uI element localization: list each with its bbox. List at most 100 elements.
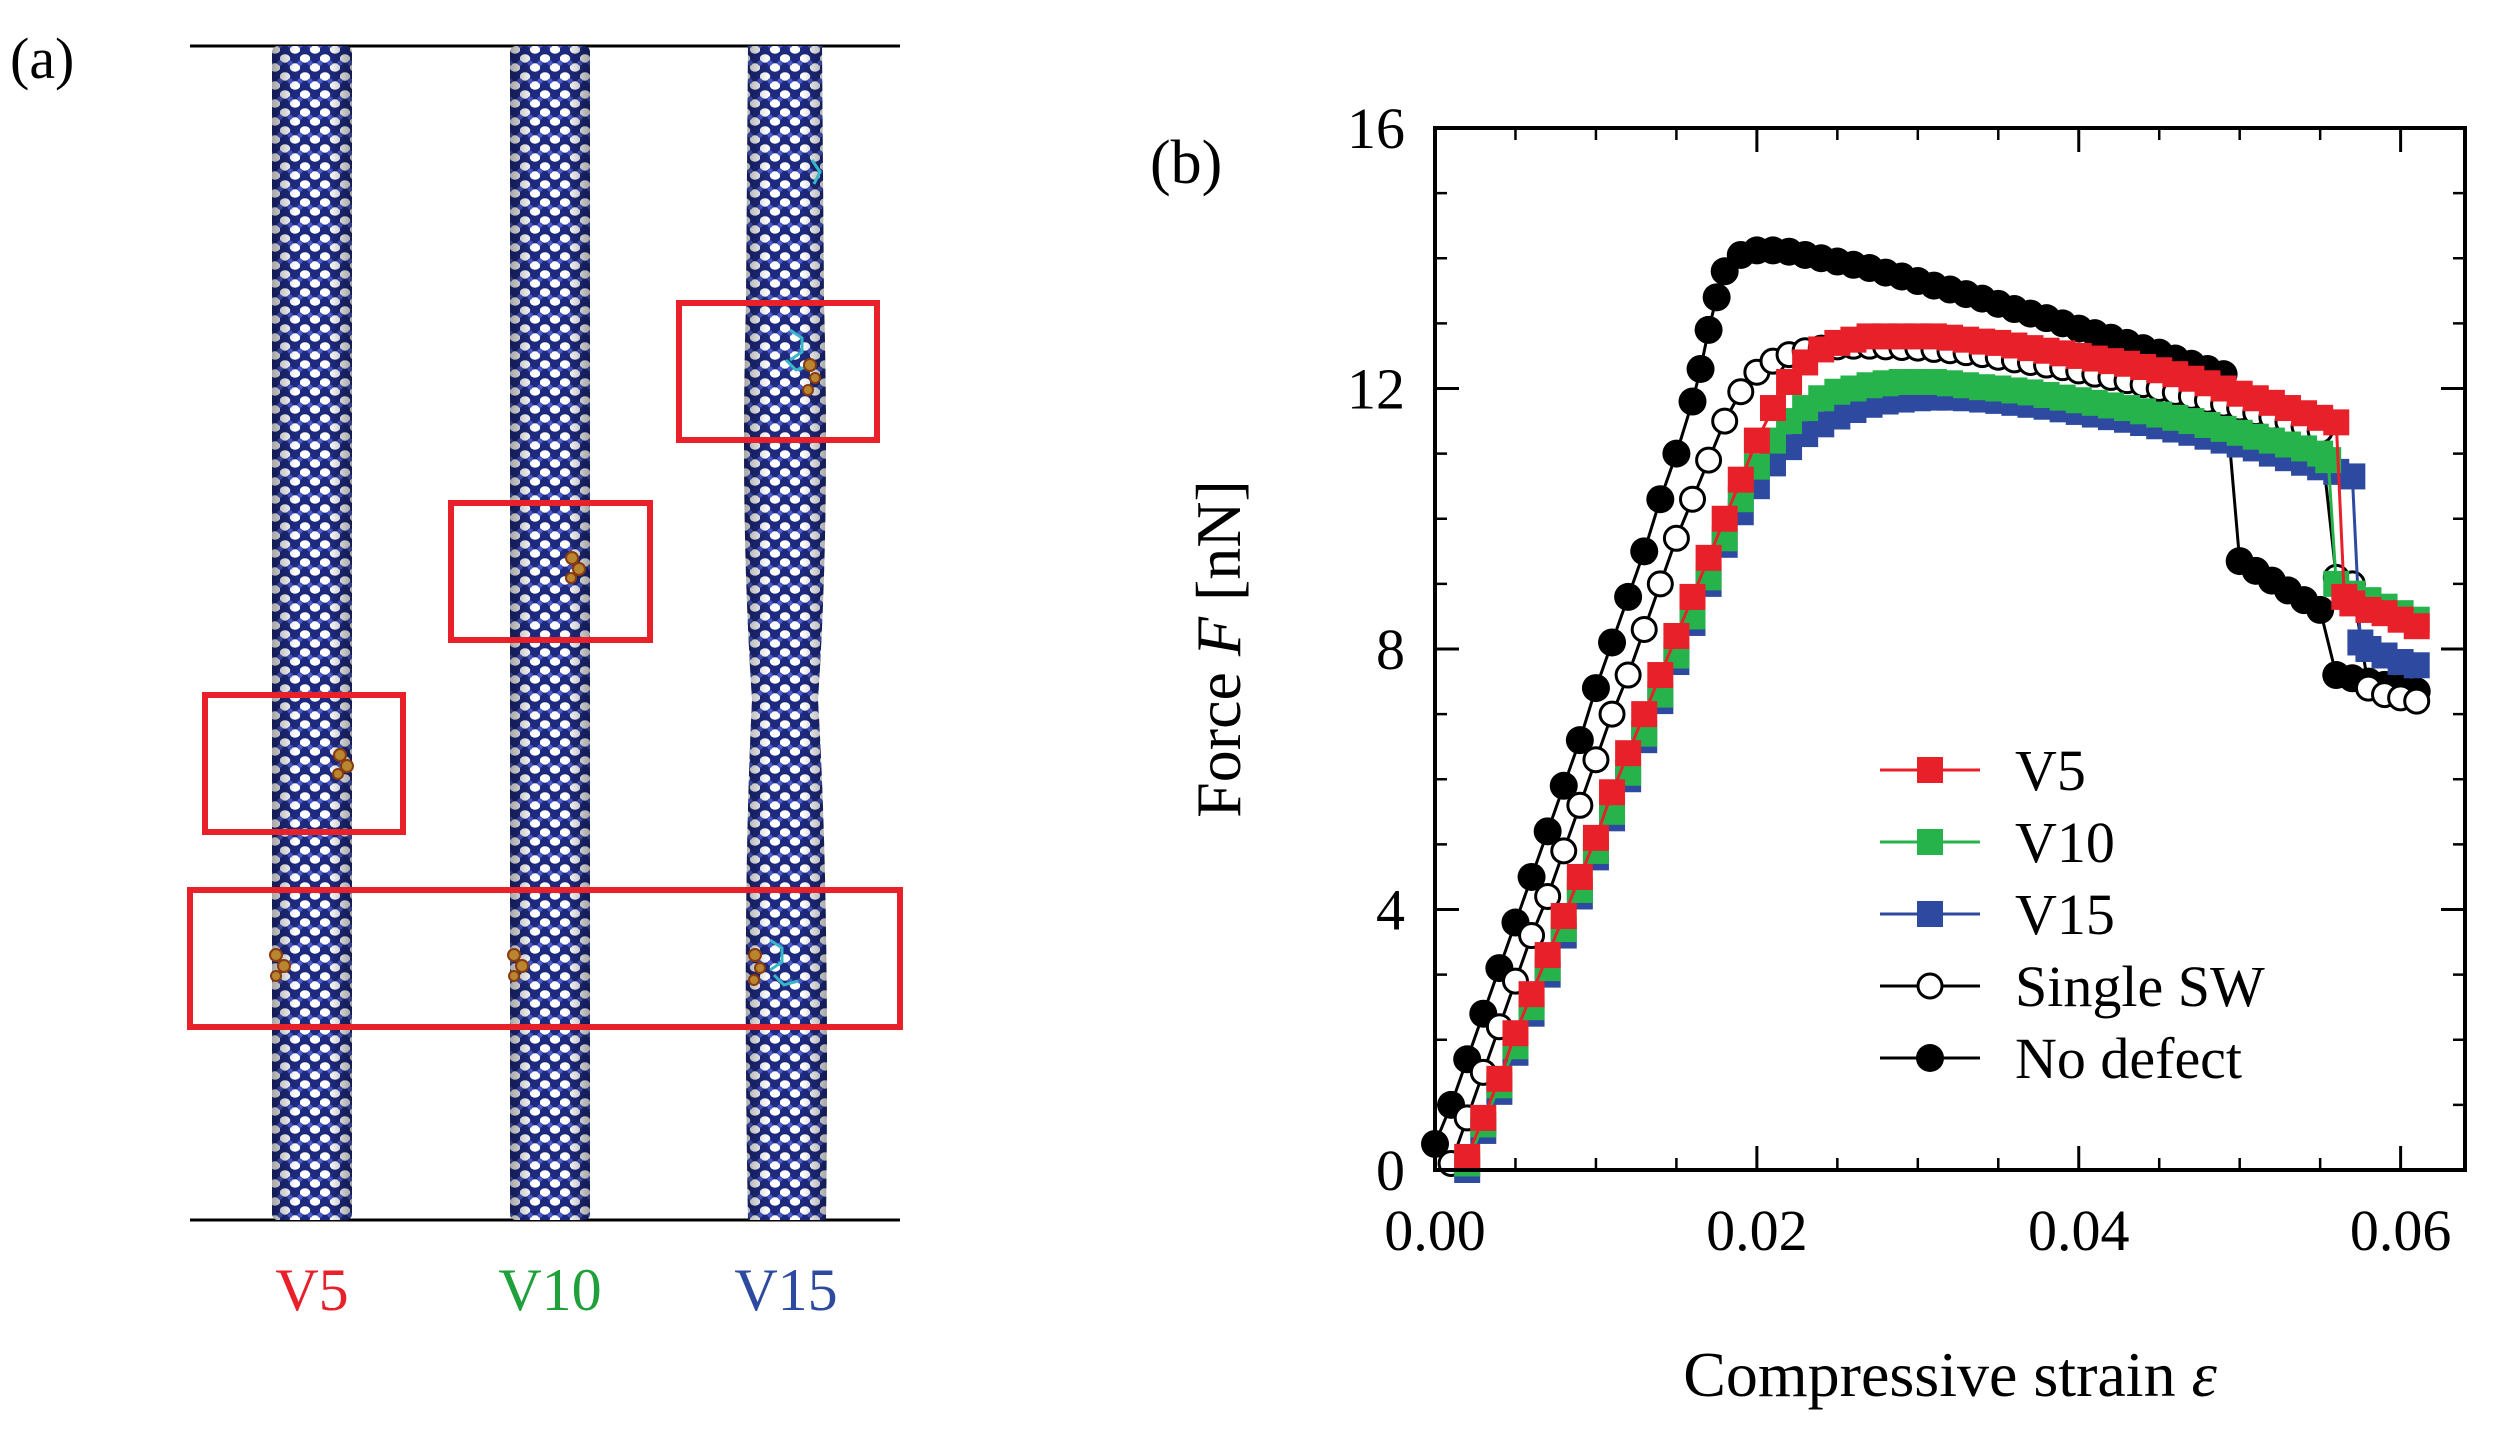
highlight-box-common bbox=[187, 887, 903, 1030]
legend-marker bbox=[1917, 757, 1943, 783]
defect-v10-lower bbox=[507, 948, 529, 982]
legend-label: V15 bbox=[2015, 882, 2115, 947]
x-tick-label: 0.04 bbox=[2028, 1198, 2130, 1263]
defect-v15-upper bbox=[802, 358, 821, 396]
data-point-single-sw bbox=[1614, 661, 1642, 689]
highlight-box-v5 bbox=[202, 692, 406, 835]
data-point-v5 bbox=[1631, 701, 1658, 728]
x-axis-label-symbol: ε bbox=[2192, 1339, 2218, 1410]
defect-v15-lower bbox=[748, 948, 766, 986]
panel-b-chart: (b) 0.00 0.02 0.04 0.06 0 4 8 12 16 Compressive … bbox=[1150, 96, 2467, 1410]
data-point-single-sw bbox=[1695, 446, 1723, 474]
y-axis-label-text: Force bbox=[1183, 656, 1254, 818]
data-point-no-defect bbox=[1598, 628, 1627, 657]
defect-v5-lower bbox=[269, 948, 291, 982]
data-point-single-sw bbox=[1518, 922, 1546, 950]
data-point-v5 bbox=[1534, 942, 1561, 969]
data-point-v5 bbox=[1486, 1065, 1513, 1092]
nanotube-v5 bbox=[269, 46, 354, 1220]
data-point-single-sw bbox=[1550, 837, 1578, 865]
x-axis-label: Compressive strain ε bbox=[1683, 1339, 2217, 1410]
data-point-no-defect bbox=[1549, 771, 1578, 800]
data-point-v5 bbox=[1647, 662, 1674, 689]
x-tick-label: 0.06 bbox=[2350, 1198, 2452, 1263]
legend-label: Single SW bbox=[2015, 954, 2265, 1019]
data-point-single-sw bbox=[1566, 791, 1594, 819]
data-point-no-defect bbox=[1630, 537, 1659, 566]
data-point-v5 bbox=[1727, 466, 1754, 493]
data-point-no-defect bbox=[1517, 862, 1546, 891]
data-point-no-defect bbox=[1565, 726, 1594, 755]
y-axis-label-unit: [nN] bbox=[1183, 480, 1254, 617]
data-point-single-sw bbox=[1727, 378, 1755, 406]
legend-item-single-sw: Single SW bbox=[1880, 954, 2265, 1019]
nanotube-v10 bbox=[507, 46, 590, 1220]
data-point-v5 bbox=[1566, 863, 1593, 890]
y-tick-label: 8 bbox=[1376, 617, 1405, 682]
legend-item-v15: V15 bbox=[1880, 882, 2115, 947]
legend-label: V10 bbox=[2015, 810, 2115, 875]
x-tick-label: 0.02 bbox=[1706, 1198, 1808, 1263]
data-point-v5 bbox=[1695, 544, 1722, 571]
data-point-single-sw bbox=[1711, 407, 1739, 435]
data-point-v5 bbox=[1518, 981, 1545, 1008]
data-point-single-sw bbox=[2403, 687, 2431, 715]
legend-label: V5 bbox=[2015, 738, 2086, 803]
legend-marker bbox=[1916, 972, 1944, 1000]
data-point-v15 bbox=[2403, 652, 2430, 679]
y-tick-label: 16 bbox=[1347, 96, 1405, 161]
legend-label: No defect bbox=[2015, 1026, 2242, 1091]
data-point-v5 bbox=[1599, 779, 1626, 806]
data-point-single-sw bbox=[1598, 700, 1626, 728]
defect-v10-upper bbox=[565, 551, 586, 584]
data-point-v5 bbox=[1743, 427, 1770, 454]
tube-label-v15: V15 bbox=[734, 1257, 837, 1323]
panel-b-label: (b) bbox=[1150, 129, 1222, 197]
legend-item-v10: V10 bbox=[1880, 810, 2115, 875]
defect-v5-upper bbox=[332, 748, 354, 780]
data-point-v5 bbox=[1582, 824, 1609, 851]
data-point-v15 bbox=[2339, 463, 2366, 490]
y-axis-label: Force F [nN] bbox=[1183, 480, 1254, 818]
data-point-no-defect bbox=[1614, 582, 1643, 611]
legend-marker bbox=[1916, 1044, 1944, 1072]
data-point-no-defect bbox=[1702, 283, 1731, 312]
data-point-no-defect bbox=[1646, 485, 1675, 514]
data-point-no-defect bbox=[1694, 315, 1723, 344]
legend-item-v5: V5 bbox=[1880, 738, 2086, 803]
data-point-v5 bbox=[1759, 395, 1786, 422]
defect-highlight-boxes bbox=[187, 300, 903, 1030]
tick-labels: 0.00 0.02 0.04 0.06 0 4 8 12 16 bbox=[1347, 96, 2451, 1263]
tube-label-v10: V10 bbox=[498, 1257, 601, 1323]
legend-marker bbox=[1917, 829, 1943, 855]
data-point-no-defect bbox=[1533, 817, 1562, 846]
series-layer bbox=[1421, 236, 2431, 1183]
data-point-v5 bbox=[1550, 903, 1577, 930]
plot-area bbox=[1421, 126, 2467, 1183]
data-point-single-sw bbox=[1646, 570, 1674, 598]
plot-frame bbox=[1433, 126, 2467, 1172]
y-tick-label: 0 bbox=[1376, 1138, 1405, 1203]
y-tick-label: 4 bbox=[1376, 878, 1405, 943]
data-point-no-defect bbox=[1678, 387, 1707, 416]
data-point-v5 bbox=[1454, 1143, 1481, 1170]
data-point-no-defect bbox=[2306, 595, 2335, 624]
data-point-single-sw bbox=[1534, 882, 1562, 910]
series-no-defect bbox=[1421, 236, 2431, 1158]
data-point-v5 bbox=[1615, 740, 1642, 767]
y-axis-label-symbol: F bbox=[1183, 616, 1254, 657]
tube-label-v5: V5 bbox=[275, 1257, 348, 1323]
data-point-v5 bbox=[2323, 409, 2350, 436]
data-point-single-sw bbox=[1582, 746, 1610, 774]
data-point-v5 bbox=[1502, 1020, 1529, 1047]
legend-marker bbox=[1917, 901, 1943, 927]
data-point-v5 bbox=[1663, 622, 1690, 649]
highlight-box-v10 bbox=[448, 500, 653, 643]
data-point-v5 bbox=[2403, 613, 2430, 640]
data-point-v5 bbox=[1711, 505, 1738, 532]
panel-a-label: (a) bbox=[10, 26, 74, 91]
data-point-no-defect bbox=[1686, 354, 1715, 383]
data-point-single-sw bbox=[1662, 524, 1690, 552]
legend: V5 V10 V15 Single SW No defect bbox=[1880, 738, 2265, 1091]
